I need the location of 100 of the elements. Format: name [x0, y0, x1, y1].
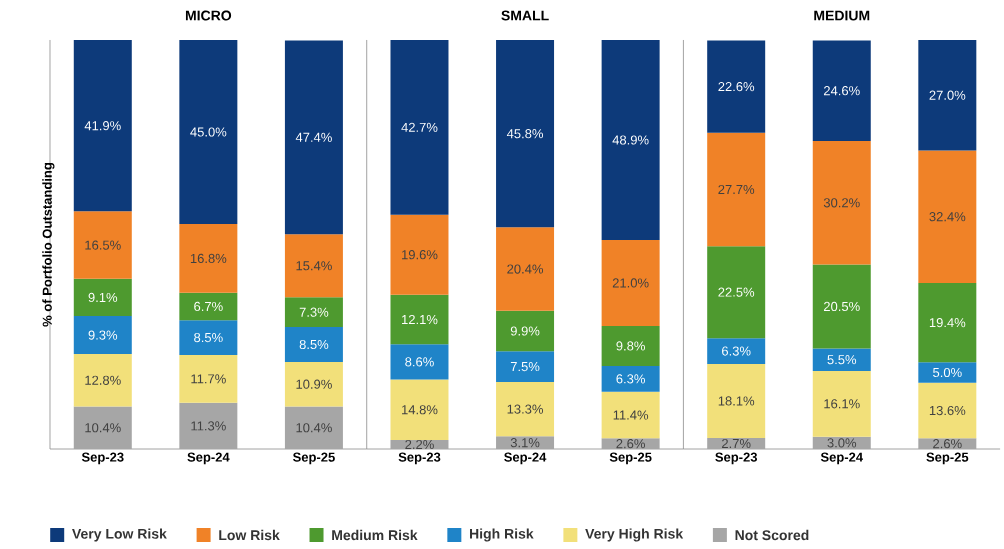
data-label: 21.0%: [612, 278, 649, 288]
data-label: 22.6%: [718, 82, 755, 92]
data-label: 7.3%: [299, 307, 329, 317]
data-label: 9.8%: [616, 341, 645, 351]
x-tick-label: Sep-23: [715, 452, 758, 465]
bar: [284, 40, 343, 235]
bar: [179, 402, 238, 449]
data-label: 10.9%: [296, 379, 332, 389]
bar: [707, 40, 766, 133]
bar: [284, 297, 343, 328]
bar: [601, 325, 660, 366]
data-label: 14.8%: [402, 405, 438, 415]
bar: [918, 382, 977, 439]
bar: [918, 438, 977, 449]
bar: [918, 150, 977, 283]
legend-label: High Risk: [470, 528, 534, 542]
data-label: 2.7%: [722, 438, 751, 449]
bar: [496, 227, 555, 311]
data-label: 15.4%: [296, 261, 332, 271]
data-label: 11.3%: [191, 421, 226, 431]
bar: [812, 370, 871, 437]
bar: [601, 365, 660, 392]
x-tick-label: Sep-25: [609, 452, 652, 465]
data-label: 8.5%: [299, 339, 329, 350]
bar: [284, 361, 343, 407]
bar: [496, 310, 555, 352]
data-label: 3.0%: [827, 438, 857, 448]
data-label: 9.1%: [88, 292, 118, 303]
data-label: 18.1%: [718, 396, 755, 406]
bar: [179, 224, 238, 293]
data-label: 6.3%: [722, 346, 751, 356]
data-label: 8.6%: [405, 357, 434, 367]
bar: [707, 246, 766, 339]
data-label: 16.1%: [824, 399, 860, 409]
data-label: 6.3%: [616, 374, 645, 384]
data-label: 32.4%: [929, 212, 966, 222]
x-tick-label: Sep-24: [504, 452, 547, 465]
bar: [179, 354, 238, 403]
bar: [812, 264, 871, 349]
data-label: 10.4%: [85, 423, 121, 433]
bar: [73, 278, 132, 317]
data-label: 8.5%: [194, 332, 223, 343]
legend-label: Not Scored: [735, 529, 809, 541]
bar: [284, 234, 343, 298]
bar: [707, 132, 766, 247]
bar: [918, 362, 977, 383]
bar: [390, 344, 449, 380]
legend-label: Very Low Risk: [72, 528, 167, 542]
data-label: 16.8%: [190, 253, 227, 263]
y-axis-title: % of Portfolio Outstanding: [42, 163, 55, 327]
data-label: 45.8%: [506, 129, 544, 139]
data-label: 9.3%: [88, 330, 118, 340]
data-label: 5.5%: [827, 355, 857, 365]
legend-label: Very High Risk: [585, 528, 684, 542]
data-label: 13.3%: [507, 404, 544, 414]
data-label: 30.2%: [823, 198, 860, 208]
data-label: 10.4%: [296, 423, 332, 433]
data-label: 47.4%: [295, 132, 332, 142]
chart-title: MICRO: [185, 10, 232, 21]
bar: [390, 40, 449, 215]
legend-label: Low Risk: [219, 529, 280, 541]
bar: [496, 381, 555, 437]
data-label: 13.6%: [929, 405, 966, 416]
bar: [918, 282, 977, 363]
x-tick-label: Sep-23: [398, 452, 441, 465]
bar: [73, 354, 132, 407]
bar: [390, 379, 449, 440]
data-label: 2.6%: [933, 439, 962, 449]
bar: [918, 40, 977, 151]
data-label: 9.9%: [510, 326, 540, 336]
bar: [73, 40, 132, 212]
bar: [812, 348, 871, 371]
bar: [601, 438, 660, 449]
data-label: 3.1%: [510, 438, 540, 448]
bar: [179, 320, 238, 355]
bar: [707, 338, 766, 364]
chart-title: SMALL: [501, 10, 549, 21]
data-label: 24.6%: [823, 86, 860, 96]
data-label: 11.4%: [613, 410, 649, 420]
bar: [179, 292, 238, 321]
legend-label: Medium Risk: [332, 529, 418, 541]
data-label: 7.5%: [510, 362, 540, 372]
data-label: 11.7%: [191, 374, 226, 384]
bar: [390, 294, 449, 345]
data-label: 45.0%: [190, 127, 227, 137]
x-tick-label: Sep-25: [292, 452, 335, 465]
bar: [812, 40, 871, 142]
data-label: 48.9%: [612, 135, 649, 145]
data-label: 42.7%: [401, 122, 438, 132]
data-label: 27.7%: [718, 184, 755, 195]
bar: [390, 214, 449, 295]
bar: [179, 40, 238, 225]
bar: [73, 406, 132, 449]
bar: [707, 363, 766, 438]
bar: [496, 40, 555, 228]
data-label: 12.1%: [402, 314, 438, 325]
data-label: 5.0%: [933, 367, 962, 378]
data-label: 27.0%: [929, 90, 966, 100]
data-label: 22.5%: [718, 287, 755, 297]
data-label: 6.7%: [194, 301, 223, 312]
